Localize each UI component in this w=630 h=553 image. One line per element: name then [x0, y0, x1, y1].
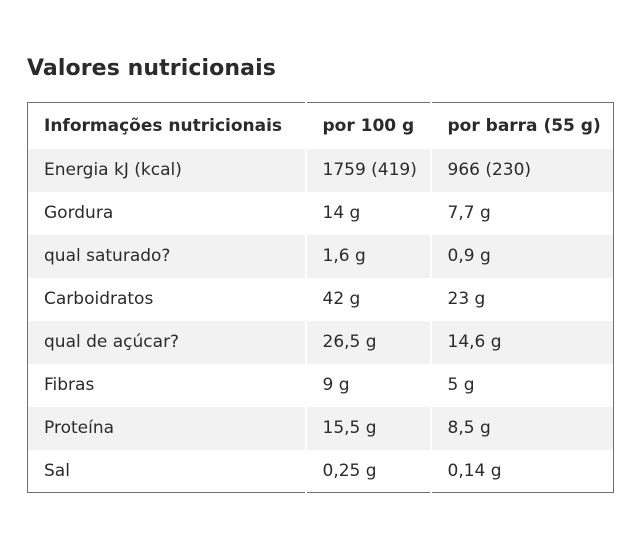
nutrition-table: Informações nutricionais por 100 g por b… — [27, 102, 614, 493]
value-per-bar: 14,6 g — [429, 320, 614, 364]
value-per-bar: 966 (230) — [429, 148, 614, 192]
section-title: Valores nutricionais — [27, 56, 276, 81]
nutrient-name: qual de açúcar? — [27, 320, 306, 364]
value-per-bar: 0,9 g — [429, 234, 614, 278]
nutrient-name: Sal — [27, 449, 306, 493]
table-header-row: Informações nutricionais por 100 g por b… — [28, 102, 614, 149]
table-row: qual saturado? 1,6 g 0,9 g — [27, 234, 614, 278]
value-per-100g: 14 g — [304, 191, 431, 235]
column-header-per-100g: por 100 g — [304, 102, 431, 149]
nutrient-name: Proteína — [27, 406, 306, 450]
table-row: Carboidratos 42 g 23 g — [27, 277, 614, 321]
table-row: Proteína 15,5 g 8,5 g — [27, 406, 614, 450]
value-per-bar: 23 g — [429, 277, 614, 321]
nutrient-name: Gordura — [27, 191, 306, 235]
value-per-100g: 15,5 g — [304, 406, 431, 450]
nutrient-name: Energia kJ (kcal) — [27, 148, 306, 192]
value-per-100g: 26,5 g — [304, 320, 431, 364]
column-header-per-bar: por barra (55 g) — [429, 102, 614, 149]
table-row: Fibras 9 g 5 g — [27, 363, 614, 407]
table-row: qual de açúcar? 26,5 g 14,6 g — [27, 320, 614, 364]
value-per-100g: 1759 (419) — [304, 148, 431, 192]
value-per-100g: 1,6 g — [304, 234, 431, 278]
value-per-bar: 0,14 g — [429, 449, 614, 493]
table-row: Energia kJ (kcal) 1759 (419) 966 (230) — [27, 148, 614, 192]
value-per-100g: 9 g — [304, 363, 431, 407]
nutrient-name: qual saturado? — [27, 234, 306, 278]
nutrient-name: Fibras — [27, 363, 306, 407]
column-header-nutrient: Informações nutricionais — [44, 115, 283, 136]
value-per-100g: 42 g — [304, 277, 431, 321]
table-row: Gordura 14 g 7,7 g — [27, 191, 614, 235]
value-per-bar: 7,7 g — [429, 191, 614, 235]
nutrient-name: Carboidratos — [27, 277, 306, 321]
table-row: Sal 0,25 g 0,14 g — [27, 449, 614, 493]
value-per-bar: 5 g — [429, 363, 614, 407]
value-per-bar: 8,5 g — [429, 406, 614, 450]
value-per-100g: 0,25 g — [304, 449, 431, 493]
